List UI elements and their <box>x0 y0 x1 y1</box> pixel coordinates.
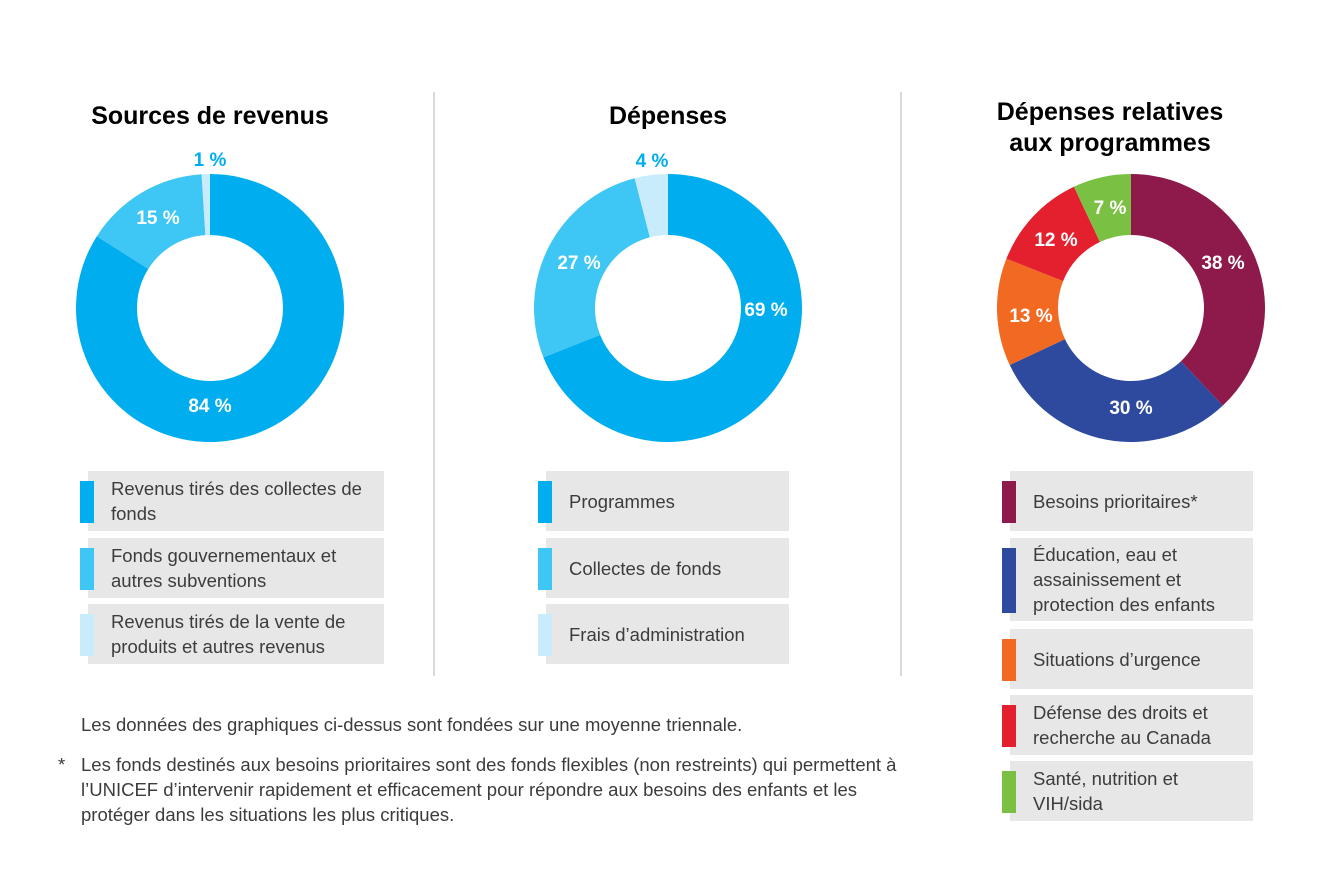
legend-item: Éducation, eau et assainissement et prot… <box>1002 538 1253 621</box>
legend-swatch <box>1002 705 1016 747</box>
donut-slice <box>1131 174 1265 406</box>
legend-label: Revenus tirés de la vente de produits et… <box>111 611 346 657</box>
legend-item: Programmes <box>538 471 789 531</box>
legend-label: Défense des droits et recherche au Canad… <box>1033 702 1211 748</box>
priority-funds-footnote: Les fonds destinés aux besoins prioritai… <box>81 754 897 825</box>
program-donut-chart: 38 % 30 % 13 % 12 % 7 % <box>997 174 1265 442</box>
legend-label: Situations d’urgence <box>1033 648 1201 670</box>
legend-swatch <box>1002 771 1016 813</box>
legend-swatch <box>80 548 94 590</box>
slice-data-label: 38 % <box>1201 253 1244 274</box>
expenses-donut-chart: 69 % 27 % 4 % <box>534 151 802 442</box>
slice-data-label: 1 % <box>194 150 227 171</box>
legend-item: Collectes de fonds <box>538 538 789 598</box>
legend-label: Programmes <box>569 490 675 512</box>
legend-swatch <box>80 614 94 656</box>
legend-label: Besoins prioritaires* <box>1033 490 1198 512</box>
slice-data-label: 69 % <box>744 300 787 321</box>
column-divider <box>433 92 435 676</box>
column-divider <box>900 92 902 676</box>
donut-slice <box>997 258 1065 366</box>
donut-slice <box>534 178 650 358</box>
legend-item: Besoins prioritaires* <box>1002 471 1253 531</box>
legend-swatch <box>1002 639 1016 681</box>
legend-label: Santé, nutrition et VIH/sida <box>1033 768 1179 814</box>
legend-label: Collectes de fonds <box>569 557 722 579</box>
legend-item: Fonds gouvernementaux et autres subventi… <box>80 538 384 598</box>
slice-data-label: 7 % <box>1094 198 1127 219</box>
donut-slice <box>201 174 210 236</box>
legend-item: Frais d’administration <box>538 604 789 664</box>
legend-item: Situations d’urgence <box>1002 629 1253 689</box>
chart-title: Dépenses <box>608 102 728 130</box>
donut-slice <box>1073 174 1131 242</box>
donut-slice <box>1006 186 1100 282</box>
chart-title: Dépenses relatives aux programmes <box>996 98 1224 157</box>
slice-data-label: 84 % <box>188 396 231 417</box>
legend-swatch <box>80 481 94 523</box>
income-donut-chart: 84 % 15 % 1 % <box>75 150 345 442</box>
donut-slice <box>1009 339 1223 442</box>
donut-slice <box>543 174 802 442</box>
legend-item: Revenus tirés des collectes de fonds <box>80 471 384 531</box>
average-note: Les données des graphiques ci-dessus son… <box>81 714 743 735</box>
donut-slice <box>75 174 345 442</box>
slice-data-label: 12 % <box>1034 230 1077 251</box>
slice-data-label: 30 % <box>1109 398 1152 419</box>
legend-label: Revenus tirés des collectes de fonds <box>111 478 362 524</box>
slice-data-label: 15 % <box>136 208 179 229</box>
slice-data-label: 13 % <box>1009 306 1052 327</box>
legend-swatch <box>538 614 552 656</box>
slice-data-label: 4 % <box>636 151 669 172</box>
legend-label: Éducation, eau et assainissement et prot… <box>1033 544 1216 615</box>
legend-item: Revenus tirés de la vente de produits et… <box>80 604 384 664</box>
legend-item: Santé, nutrition et VIH/sida <box>1002 761 1253 821</box>
footnote-asterisk: * <box>58 754 66 775</box>
legend-swatch <box>538 548 552 590</box>
legend-swatch <box>538 481 552 523</box>
donut-slice <box>96 174 206 269</box>
legend-item: Défense des droits et recherche au Canad… <box>1002 695 1253 755</box>
legend-label: Frais d’administration <box>569 623 745 645</box>
donut-slice <box>634 174 668 238</box>
slice-data-label: 27 % <box>557 253 600 274</box>
chart-title: Sources de revenus <box>91 102 329 130</box>
legend-swatch <box>1002 548 1016 613</box>
legend-swatch <box>1002 481 1016 523</box>
legend-label: Fonds gouvernementaux et autres subventi… <box>111 545 337 591</box>
